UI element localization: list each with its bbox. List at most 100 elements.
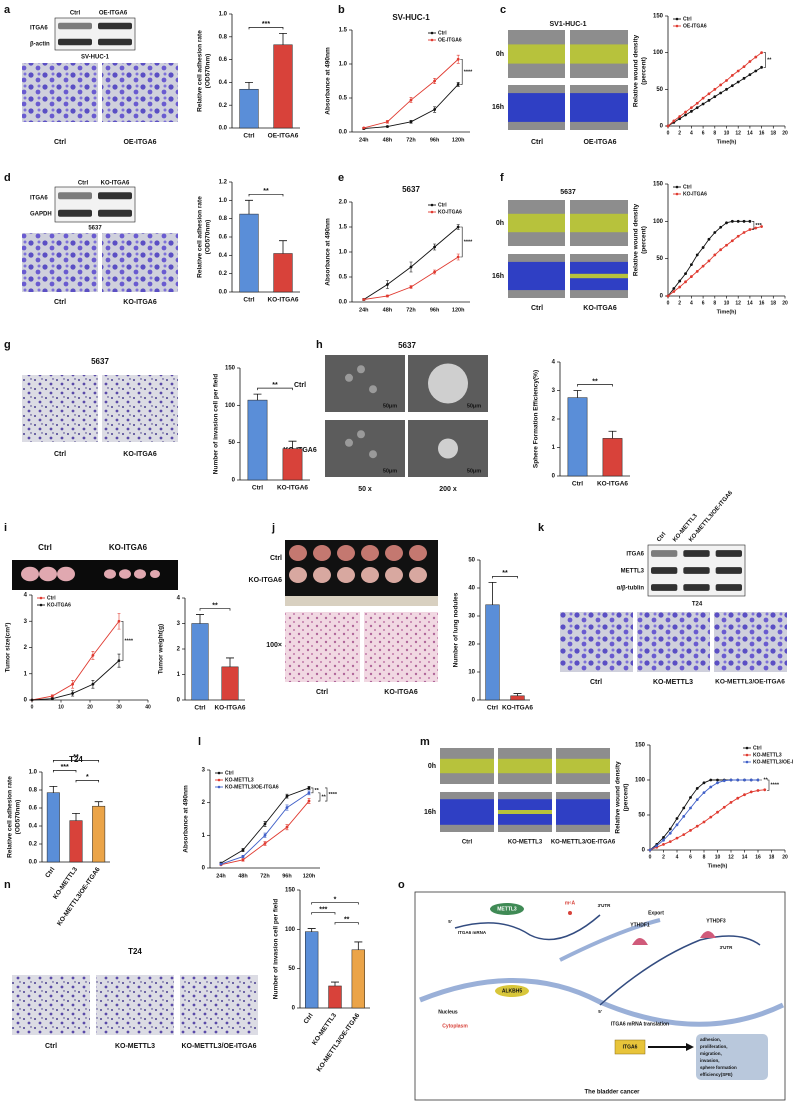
x-tick-label: 20 xyxy=(782,130,788,136)
y-tick-label: 2 xyxy=(202,800,206,806)
label: YTHDF1 xyxy=(630,922,650,928)
label: ITGA6 xyxy=(626,552,644,558)
y-axis-label: Absorbance at 490nm xyxy=(325,218,332,286)
significance-bracket xyxy=(325,787,328,802)
y-axis-label: Absorbance at 490nm xyxy=(325,47,332,115)
y-tick-label: 0.0 xyxy=(29,860,38,866)
significance-bracket xyxy=(460,58,463,85)
y-tick-label: 100 xyxy=(635,778,646,784)
point xyxy=(689,806,692,810)
label: KO-ITGA6 xyxy=(123,299,157,306)
x-tick-label: 18 xyxy=(769,854,775,860)
y-tick-label: 1 xyxy=(24,671,28,677)
significance-label: *** xyxy=(319,906,327,913)
y-tick-label: 0 xyxy=(177,698,181,704)
x-tick-label: Ctrl xyxy=(572,481,583,488)
point xyxy=(722,779,726,783)
x-tick-label: Ctrl xyxy=(243,133,254,140)
y-tick-label: 0.4 xyxy=(219,253,228,259)
chart: 0 50 100 150 Number of invasion cell per fie… xyxy=(273,888,370,1073)
error-bar xyxy=(226,657,234,667)
point xyxy=(30,698,34,702)
point xyxy=(713,231,717,234)
blot-band xyxy=(651,584,678,591)
point xyxy=(730,84,734,88)
y-tick-label: 1.0 xyxy=(219,12,228,18)
y-tick-label: 0.0 xyxy=(339,130,348,136)
series-line xyxy=(363,58,459,129)
label: KO-ITGA6 xyxy=(384,689,418,696)
blot-band xyxy=(98,192,132,200)
legend-label: Ctrl xyxy=(438,30,447,36)
tumor xyxy=(57,566,75,582)
x-tick-label: 0 xyxy=(31,704,34,710)
point xyxy=(748,219,752,223)
error-bar xyxy=(245,199,253,215)
y-tick-label: 0 xyxy=(202,866,206,872)
sphere xyxy=(357,365,365,374)
export-arrow xyxy=(559,918,661,962)
point xyxy=(362,126,366,130)
y-tick-label: 2 xyxy=(177,647,181,653)
label: 16h xyxy=(492,273,504,280)
tumor xyxy=(39,566,57,582)
y-axis-label: Relative wound density xyxy=(615,761,622,834)
significance-label: **** xyxy=(125,638,134,644)
significance-bracket xyxy=(311,787,314,794)
label: invasion, xyxy=(700,1058,720,1063)
significance-label: ** xyxy=(344,916,350,923)
point xyxy=(690,275,693,278)
point xyxy=(748,73,752,77)
sphere xyxy=(345,373,353,382)
significance-label: ** xyxy=(764,777,769,783)
point xyxy=(716,810,719,814)
legend-label: Ctrl xyxy=(753,745,762,751)
series-line xyxy=(220,792,310,865)
significance-label: ** xyxy=(73,754,79,761)
point xyxy=(682,833,686,836)
point xyxy=(707,237,711,241)
label: Ctrl xyxy=(590,679,602,686)
y-tick-label: 1.0 xyxy=(339,62,348,68)
point xyxy=(713,87,717,91)
label: ITGA6 xyxy=(623,1044,638,1050)
arrow-head xyxy=(686,1043,694,1051)
error-bar xyxy=(354,941,363,950)
point xyxy=(707,98,711,102)
x-tick-label: 8 xyxy=(713,130,716,136)
x-tick-label: 30 xyxy=(116,704,122,710)
micrograph xyxy=(102,233,178,292)
label: Ctrl xyxy=(45,1043,57,1050)
point xyxy=(701,246,705,249)
x-tick-label: Ctrl xyxy=(252,485,263,492)
y-tick-label: 100 xyxy=(653,50,664,56)
chart: 0 1 2 3 4 Sphere Formation Efficiency(%) Ctrl K… xyxy=(533,360,630,488)
point xyxy=(117,619,121,623)
x-tick-label: 2 xyxy=(662,854,665,860)
legend-marker xyxy=(39,596,43,600)
wound-area xyxy=(508,261,565,291)
chart: 0.0 0.2 0.4 0.6 0.8 1.0 1.2 Relative cell adhes… xyxy=(197,180,300,304)
label: 5' xyxy=(448,919,452,924)
significance-label: ** xyxy=(315,788,320,794)
point xyxy=(690,106,693,110)
label: adhesion, xyxy=(700,1037,721,1042)
point xyxy=(743,793,746,797)
label: KO-METTL3 xyxy=(508,840,543,846)
label: Ctrl xyxy=(54,139,66,146)
blot-band xyxy=(683,567,710,574)
legend-marker xyxy=(217,785,221,789)
panel-letter: f xyxy=(500,172,504,184)
point xyxy=(456,83,460,86)
point xyxy=(433,79,436,83)
point xyxy=(678,117,682,121)
point xyxy=(386,125,389,128)
significance-bracket xyxy=(52,760,100,763)
panel-letter: l xyxy=(198,736,201,748)
point xyxy=(682,806,686,810)
significance-bracket xyxy=(492,576,518,579)
panel-letter: g xyxy=(4,339,11,351)
point xyxy=(672,287,676,290)
